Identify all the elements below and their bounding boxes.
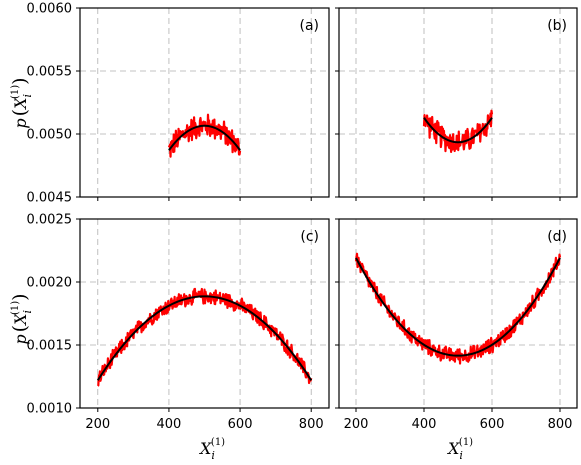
simulation-series: [167, 113, 242, 158]
panel-c: 200 400 600 800 0.0010 0.0015 0.0020 0.0025 (c): [27, 213, 330, 432]
x-tick-label: 400: [157, 417, 182, 432]
y-tick-label: 0.0050: [27, 128, 73, 143]
x-tick-label: 200: [85, 417, 110, 432]
panel-b: (b): [335, 7, 578, 201]
axes-frame: [338, 7, 578, 198]
y-tick-label: 0.0060: [27, 2, 73, 17]
panel-d: 200 400 600 800 (d): [335, 218, 578, 432]
fit-series: [96, 295, 313, 381]
x-tick-label: 800: [299, 417, 324, 432]
x-tick-label: 600: [480, 417, 505, 432]
simulation-series: [422, 109, 494, 154]
x-tick-label: 800: [548, 417, 573, 432]
panel-label: (d): [547, 229, 567, 245]
svg-text:Xi(1): Xi(1): [446, 437, 473, 462]
panel-label: (c): [300, 229, 319, 245]
simulation-series: [354, 252, 562, 365]
x-tick-label: 400: [412, 417, 437, 432]
svg-text:p(Xi(1)): p(Xi(1)): [9, 77, 34, 128]
xlabel-left: Xi(1): [198, 437, 225, 462]
ylabel-bottom: p(Xi(1)): [9, 293, 34, 344]
panel-a: 0.0045 0.0050 0.0055 0.0060 (a): [27, 2, 330, 206]
fit-series: [355, 257, 561, 357]
x-tick-label: 600: [228, 417, 253, 432]
fit-series: [168, 124, 241, 151]
y-tick-label: 0.0055: [27, 65, 73, 80]
y-tick-label: 0.0015: [27, 339, 73, 354]
y-tick-label: 0.0010: [27, 402, 73, 417]
x-tick-label: 200: [344, 417, 369, 432]
axes-frame: [79, 7, 330, 198]
svg-text:Xi(1): Xi(1): [198, 437, 225, 462]
fit-series: [423, 117, 493, 144]
y-tick-label: 0.0025: [27, 213, 73, 228]
panel-label: (a): [299, 18, 319, 34]
xlabel-right: Xi(1): [446, 437, 473, 462]
svg-text:p(Xi(1)): p(Xi(1)): [9, 293, 34, 344]
simulation-series: [96, 287, 313, 387]
axes-frame: [338, 218, 578, 409]
panel-label: (b): [547, 18, 567, 34]
ylabel-top: p(Xi(1)): [9, 77, 34, 128]
y-tick-label: 0.0045: [27, 191, 73, 206]
axes-frame: [79, 218, 330, 409]
y-tick-label: 0.0020: [27, 276, 73, 291]
